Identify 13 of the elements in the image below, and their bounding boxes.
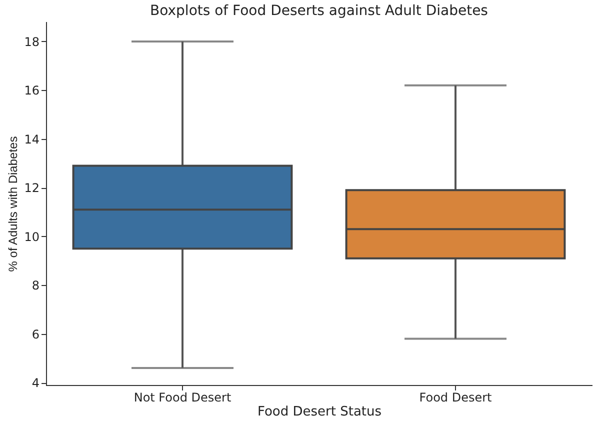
y-tick-label: 18 — [24, 34, 40, 49]
y-tick-label: 6 — [32, 327, 40, 342]
y-tick-label: 8 — [32, 278, 40, 293]
y-tick-label: 4 — [32, 376, 40, 390]
y-tick-label: 14 — [24, 132, 40, 146]
chart-title: Boxplots of Food Deserts against Adult Diabetes — [150, 3, 488, 19]
x-axis-title: Food Desert Status — [257, 404, 382, 420]
y-axis-title: % of Adults with Diabetes — [6, 136, 20, 272]
x-tick-label: Not Food Desert — [134, 390, 232, 404]
y-tick-label: 12 — [24, 181, 40, 196]
x-tick-label: Food Desert — [419, 390, 492, 404]
y-tick-label: 10 — [24, 230, 40, 244]
y-tick-label: 16 — [24, 84, 40, 98]
